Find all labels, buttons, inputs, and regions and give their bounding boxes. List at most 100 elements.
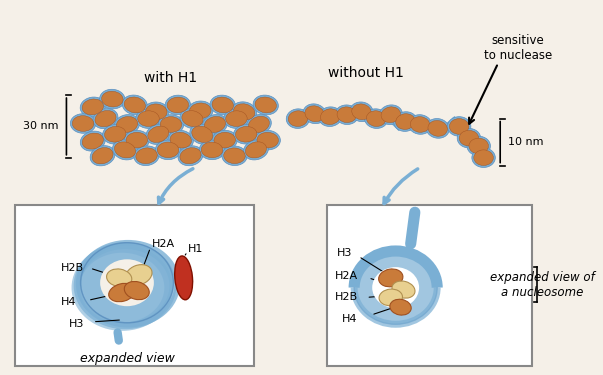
Ellipse shape [352,104,371,120]
Ellipse shape [160,117,182,132]
Ellipse shape [305,106,324,122]
Ellipse shape [303,104,326,124]
Ellipse shape [113,140,137,160]
Ellipse shape [233,124,259,144]
Ellipse shape [170,132,192,148]
Ellipse shape [381,107,400,123]
Ellipse shape [257,132,279,148]
Ellipse shape [182,111,203,127]
Ellipse shape [396,114,415,129]
Ellipse shape [255,97,276,113]
Text: expanded view of
a nucleosome: expanded view of a nucleosome [490,271,595,299]
Ellipse shape [167,97,189,113]
Text: H2A: H2A [151,238,174,249]
Ellipse shape [138,111,159,126]
Text: H3: H3 [337,249,352,258]
Ellipse shape [100,89,125,109]
Ellipse shape [188,101,213,121]
Ellipse shape [226,111,247,127]
Ellipse shape [212,130,237,150]
Bar [14,205,254,366]
Ellipse shape [72,116,93,131]
Ellipse shape [447,117,471,136]
Ellipse shape [81,243,174,323]
Ellipse shape [379,105,402,125]
Ellipse shape [367,111,386,127]
Ellipse shape [408,115,432,134]
Ellipse shape [146,124,171,144]
FancyArrowPatch shape [411,212,415,244]
Ellipse shape [180,148,201,164]
Ellipse shape [124,282,150,300]
Text: H1: H1 [188,243,203,254]
Ellipse shape [204,116,226,133]
Ellipse shape [474,150,493,165]
Ellipse shape [203,114,227,135]
Ellipse shape [158,115,184,134]
Ellipse shape [115,114,139,135]
Ellipse shape [214,132,235,148]
Ellipse shape [224,109,249,129]
Ellipse shape [145,104,167,120]
Text: with H1: with H1 [144,70,198,85]
Ellipse shape [109,284,136,302]
Ellipse shape [337,107,356,123]
Ellipse shape [210,95,235,115]
Ellipse shape [394,112,417,131]
Ellipse shape [354,251,437,324]
Text: H4: H4 [342,314,358,324]
Ellipse shape [372,267,419,308]
Ellipse shape [232,102,257,122]
Ellipse shape [248,116,270,133]
Ellipse shape [201,142,223,158]
Text: expanded view: expanded view [80,352,174,366]
Ellipse shape [335,105,358,125]
Ellipse shape [90,146,115,165]
Text: 30 nm: 30 nm [23,122,58,132]
Text: H2A: H2A [335,271,358,281]
Ellipse shape [244,140,268,160]
Text: H2B: H2B [335,292,358,302]
Ellipse shape [288,111,308,126]
Ellipse shape [224,148,245,164]
Ellipse shape [350,102,373,122]
Ellipse shape [212,97,233,113]
Ellipse shape [116,116,137,133]
Ellipse shape [71,114,96,134]
Ellipse shape [82,133,104,149]
Ellipse shape [80,97,106,117]
Ellipse shape [390,299,411,315]
Text: 10 nm: 10 nm [508,137,543,147]
Ellipse shape [320,109,340,124]
Ellipse shape [472,148,495,168]
Ellipse shape [92,148,113,164]
Ellipse shape [134,146,159,165]
Ellipse shape [82,99,104,115]
Ellipse shape [125,265,152,285]
Ellipse shape [467,136,490,156]
Text: without H1: without H1 [329,66,404,80]
Ellipse shape [459,130,479,146]
Ellipse shape [318,107,342,126]
Ellipse shape [107,269,132,287]
Bar [327,205,532,366]
Ellipse shape [379,269,403,287]
FancyArrowPatch shape [118,332,119,340]
Ellipse shape [168,130,194,150]
Ellipse shape [144,102,169,122]
Ellipse shape [255,130,280,150]
Ellipse shape [245,142,267,158]
Ellipse shape [365,109,388,129]
Ellipse shape [189,124,215,144]
Ellipse shape [253,95,279,115]
Ellipse shape [379,289,402,306]
Ellipse shape [449,118,469,134]
Ellipse shape [80,131,106,151]
Ellipse shape [115,142,136,158]
Ellipse shape [126,132,147,148]
Ellipse shape [428,120,447,136]
Text: H4: H4 [60,297,76,307]
Ellipse shape [136,148,157,164]
Ellipse shape [95,111,116,127]
Text: H2B: H2B [60,263,84,273]
